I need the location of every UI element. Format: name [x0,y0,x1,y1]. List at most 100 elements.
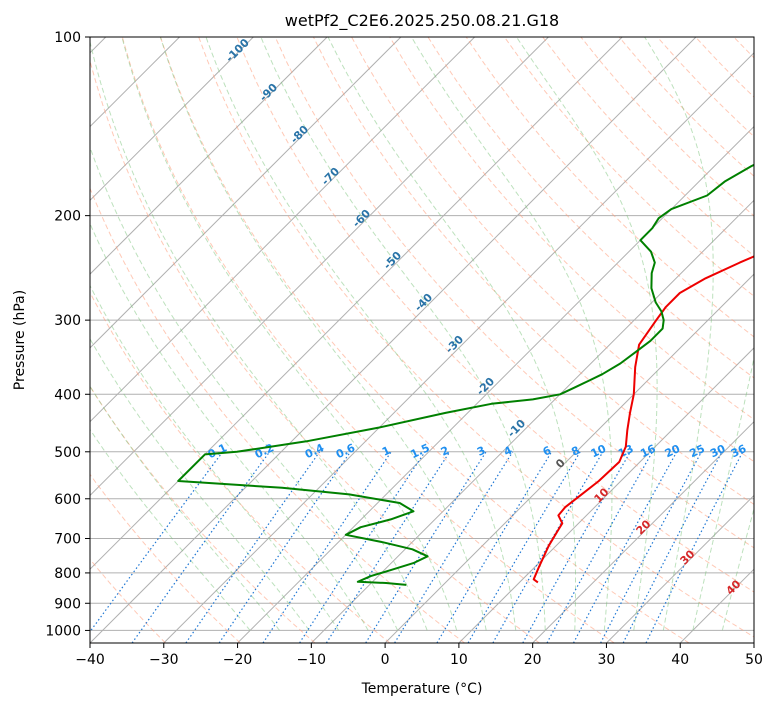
mixing-ratio-line [325,451,451,643]
moist-adiabat [90,39,428,631]
mixing-ratio-line [522,451,631,643]
moist-adiabat [159,37,487,631]
sounding-series [177,163,754,586]
dry-adiabat [580,37,754,217]
mixing-ratio-line [365,451,487,643]
moist-adiabat [90,428,251,631]
dewpoint-line [177,163,754,586]
moist-adiabat [90,385,280,631]
moist-adiabat [121,37,458,631]
dry-adiabat [90,385,316,643]
dry-adiabat-label: -100 [223,36,252,65]
dry-adiabat-label: -50 [381,249,404,272]
mixing-ratio-label: 3 [475,444,487,459]
dry-adiabat [427,37,754,379]
isotherm-line [458,347,754,643]
mixing-ratio-line [436,451,553,643]
x-tick-label: 30 [598,652,616,668]
y-tick-label: 100 [54,30,81,46]
mixing-ratio-label: 20 [663,442,683,460]
isotherm-line [753,642,754,643]
dry-adiabat [351,37,754,463]
dry-adiabat [656,37,754,138]
plot-frame [89,36,755,644]
dry-adiabat [90,558,166,643]
y-tick-label: 700 [54,532,81,548]
y-axis-label: Pressure (hPa) [12,290,28,390]
moist-adiabat-label: 20 [634,517,654,537]
isotherm-line [90,37,549,497]
y-tick-label: 500 [54,445,81,461]
mixing-ratio-label: 10 [589,442,609,460]
x-tick-label: 0 [381,652,390,668]
isotherm-line [163,52,754,643]
mixing-ratio-label: 0.2 [253,441,276,461]
dry-adiabat-label: -30 [443,333,466,356]
dry-adiabat-label: -90 [257,81,280,104]
isotherm-line [90,37,254,202]
x-tick-label: 50 [745,652,763,668]
dry-adiabat [90,59,540,643]
x-tick-label: −40 [75,652,105,668]
x-tick-label: 40 [671,652,689,668]
mixing-ratio-line [645,451,744,643]
mixing-ratio-line [600,451,703,643]
mixing-ratio-label: 2 [439,444,451,459]
moist-adiabat [644,37,714,631]
moist-adiabat [721,506,754,631]
moist-adiabat [327,37,576,631]
isotherm-line [90,37,402,349]
isotherm-line [90,37,476,423]
dry-adiabat [160,37,690,643]
mixing-ratio-line [185,451,321,643]
isotherm-line [310,199,754,643]
dry-adiabat [90,291,391,643]
y-axis: 100 200 300 400 500 600 700 800 900 1000 [45,30,90,639]
dry-adiabat-label: -80 [288,123,311,146]
mixing-ratio-line [90,451,224,633]
mixing-ratio-label: 16 [638,442,658,460]
mixing-ratio-line [218,451,351,643]
y-tick-label: 600 [54,492,81,508]
mixing-ratio-label: 0.1 [206,441,229,461]
x-tick-label: −10 [297,652,327,668]
mixing-ratio-line [572,451,678,643]
isoline-labels: 0.1 0.2 0.4 0.6 1 1.5 2 3 4 6 8 10 13 16 20 25 30 36-100-… [206,36,749,598]
x-axis: −40 −30 −20 −10 0 10 20 30 40 50 [75,643,763,668]
x-tick-label: −20 [223,652,253,668]
moist-adiabat [90,337,310,631]
x-tick-label: 10 [450,652,468,668]
dry-adiabat [236,37,754,593]
mixing-ratio-label: 25 [688,442,707,460]
chart-title: wetPf2_C2E6.2025.250.08.21.G18 [285,11,559,31]
moist-adiabat [90,145,399,631]
mixing-ratio-label: 0.4 [303,441,326,461]
mixing-ratio-label: 0.6 [334,441,357,461]
mixing-ratio-line [131,451,271,643]
x-tick-label: −30 [149,652,179,668]
moist-adiabat [692,355,754,631]
background-lines [90,37,754,643]
mixing-ratio-line [546,451,654,643]
x-axis-label: Temperature (°C) [361,681,483,697]
moist-adiabat [90,284,340,631]
mixing-ratio-label: 36 [729,442,749,460]
dry-adiabat-label: -60 [350,207,373,230]
y-tick-label: 800 [54,566,81,582]
isotherm-line [384,273,754,643]
y-tick-label: 900 [54,596,81,612]
moist-adiabat [205,37,517,631]
mixing-ratio-label: 30 [708,442,728,460]
isotherm-line [532,420,754,643]
dry-adiabat [121,37,615,643]
moist-adiabat [516,37,658,631]
dry-adiabat [695,37,754,98]
mixing-ratio-line [299,451,426,643]
isotherm-line [237,125,754,643]
isotherm-line [606,494,754,643]
dry-adiabat [90,473,241,643]
y-tick-label: 1000 [45,623,81,639]
dry-adiabat-label: -10 [505,417,528,440]
y-tick-label: 200 [54,209,81,225]
